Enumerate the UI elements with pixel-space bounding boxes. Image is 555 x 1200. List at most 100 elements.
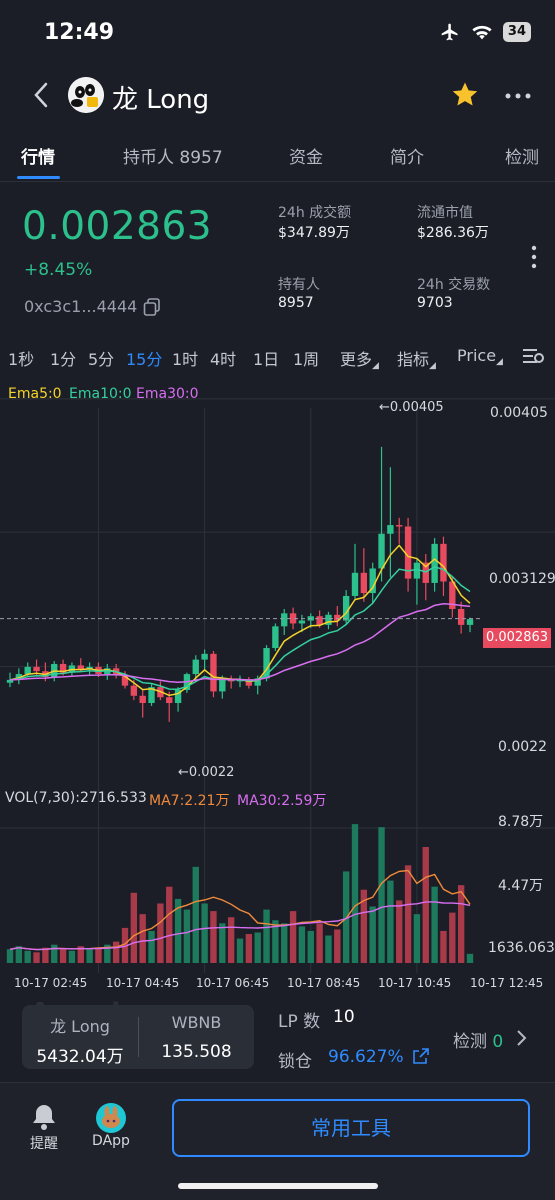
interval-1h[interactable]: 1时 — [172, 350, 199, 369]
candle-body — [457, 608, 465, 625]
candle-body — [325, 614, 332, 625]
interval-1m[interactable]: 1分 — [50, 350, 77, 369]
vol-ma30-line — [9, 901, 471, 951]
candle-body — [413, 562, 421, 579]
stats-more-icon[interactable] — [530, 244, 538, 270]
more-options-icon[interactable] — [503, 86, 533, 106]
candle-body — [272, 626, 279, 649]
candle-body — [254, 678, 261, 686]
volume-bar — [351, 824, 359, 963]
candle-body — [404, 526, 412, 579]
vol-y-top: 8.78万 — [498, 814, 544, 830]
external-link-icon[interactable] — [413, 1048, 429, 1064]
common-tools-button[interactable]: 常用工具 — [172, 1099, 530, 1157]
volume-bar — [15, 946, 23, 963]
tab-detect[interactable]: 检测 — [505, 148, 539, 168]
volume-bar — [24, 950, 31, 963]
tab-funds[interactable]: 资金 — [289, 148, 323, 168]
chevron-right-icon[interactable] — [515, 1029, 527, 1047]
bell-icon — [33, 1105, 55, 1130]
vol24h-value: $347.89万 — [278, 225, 350, 241]
indicator-dropdown-label: 指标 — [397, 350, 430, 369]
interval-5m[interactable]: 5分 — [88, 350, 115, 369]
volume-bar — [51, 944, 58, 963]
more-dropdown[interactable]: 更多◢ — [340, 350, 379, 371]
candle-body — [24, 666, 31, 675]
volume-bar — [298, 926, 306, 963]
wifi-icon — [472, 25, 492, 40]
vol-ma7-legend: MA7:2.21万 — [149, 793, 230, 809]
pair-token-label: 龙 Long — [50, 1017, 110, 1036]
indicator-dropdown[interactable]: 指标◢ — [397, 350, 436, 371]
price-dropdown[interactable]: Price◢ — [457, 346, 503, 367]
candle-body — [298, 620, 306, 624]
vol-y-low: 1636.063 — [488, 940, 555, 956]
x-label: 10-17 12:45 — [470, 976, 544, 990]
interval-1w[interactable]: 1周 — [293, 350, 320, 369]
volume-bar — [449, 912, 456, 963]
volume-bar — [174, 898, 182, 963]
volume-bar — [254, 932, 261, 963]
volume-bar — [404, 865, 412, 963]
lp-label: LP 数 — [278, 1012, 321, 1032]
low-marker: ←0.0022 — [178, 765, 235, 780]
volume-bar — [281, 923, 288, 963]
interval-1s[interactable]: 1秒 — [8, 350, 35, 369]
lock-link[interactable]: 96.627% — [328, 1047, 429, 1067]
volume-bar — [130, 892, 138, 963]
candle-body — [360, 572, 368, 594]
mcap-label: 流通市值 — [417, 205, 473, 221]
candle-body — [387, 525, 394, 534]
copy-icon[interactable] — [143, 297, 161, 316]
tab-holders[interactable]: 持币人 8957 — [123, 148, 223, 168]
candle-body — [219, 679, 226, 692]
interval-15m[interactable]: 15分 — [126, 350, 163, 369]
tab-market[interactable]: 行情 — [21, 148, 55, 168]
candle-body — [431, 543, 438, 583]
dapp-nav[interactable]: DApp — [88, 1103, 134, 1149]
volume-bar — [431, 886, 438, 963]
volume-bar — [236, 938, 244, 963]
x-label: 10-17 08:45 — [287, 976, 361, 990]
candle-body — [210, 653, 217, 692]
volume-bar — [148, 930, 155, 963]
token-avatar — [68, 77, 104, 113]
interval-1d[interactable]: 1日 — [253, 350, 280, 369]
candle-body — [289, 613, 297, 624]
ema10-line — [9, 565, 471, 690]
more-dropdown-label: 更多 — [340, 350, 373, 369]
volume-bar — [157, 903, 164, 963]
mcap-value: $286.36万 — [417, 225, 489, 241]
y-label-low: 0.0022 — [498, 739, 547, 755]
candle-body — [166, 697, 173, 704]
volume-bar — [104, 944, 111, 963]
candle-body — [396, 525, 403, 527]
price-chart[interactable]: Ema5:0 Ema10:0 Ema30:0 Ave.ai ←0.00405 ←… — [0, 378, 555, 1028]
back-icon[interactable] — [30, 80, 54, 110]
status-icons: 34 — [439, 22, 531, 42]
candle-body — [440, 543, 447, 582]
dapp-bunny-icon — [96, 1103, 126, 1133]
favorite-star-icon[interactable] — [450, 80, 480, 110]
volume-bar — [245, 934, 253, 963]
volume-bar — [440, 930, 447, 963]
volume-bar — [121, 927, 129, 963]
x-label: 10-17 02:45 — [14, 976, 88, 990]
current-price-tag: 0.002863 — [483, 628, 551, 648]
alert-nav[interactable]: 提醒 — [22, 1103, 66, 1153]
candle-body — [316, 616, 323, 625]
candle-body — [139, 695, 146, 704]
price-chart-svg[interactable] — [0, 378, 555, 998]
volume-bar — [68, 950, 76, 963]
chart-settings-icon[interactable] — [521, 346, 545, 366]
volume-bar — [325, 935, 332, 963]
volume-bar — [272, 920, 279, 963]
detect-entry[interactable]: 检测 0 — [453, 1027, 503, 1052]
y-label-mid: 0.003129 — [489, 571, 555, 587]
lock-value: 96.627% — [328, 1047, 404, 1067]
volume-bar — [33, 952, 40, 963]
volume-bar — [210, 911, 217, 963]
interval-4h[interactable]: 4时 — [210, 350, 237, 369]
tab-intro[interactable]: 简介 — [390, 148, 424, 168]
volume-bar — [112, 941, 120, 963]
